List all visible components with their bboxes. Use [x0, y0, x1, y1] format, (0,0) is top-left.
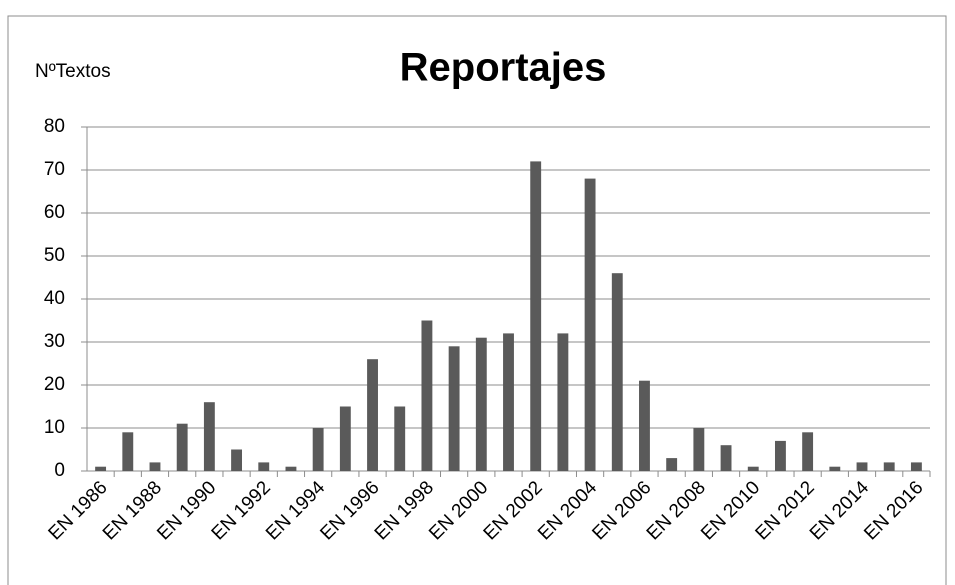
x-tick-label: EN 1986 [45, 477, 112, 544]
bar [122, 432, 134, 471]
y-axis-label: NºTextos [35, 61, 111, 82]
y-tick-label: 60 [44, 202, 65, 223]
y-tick-label: 40 [44, 288, 65, 309]
x-tick-label: EN 2012 [752, 477, 819, 544]
bar [639, 380, 650, 471]
bar [258, 462, 270, 471]
bar [312, 428, 324, 471]
bar [557, 333, 569, 471]
bar [530, 161, 542, 471]
bar [802, 432, 814, 471]
chart-border [7, 15, 947, 585]
bar [611, 273, 623, 471]
x-tick-label: EN 1992 [208, 477, 275, 544]
bar [829, 466, 841, 471]
bar [203, 402, 215, 471]
bar [149, 462, 161, 471]
y-tick-label: 50 [44, 245, 65, 266]
x-tick-label: EN 1996 [316, 477, 383, 544]
bar [910, 462, 922, 471]
bar [421, 320, 433, 471]
bar [693, 428, 705, 471]
bar [666, 458, 678, 471]
x-tick-label: EN 2010 [697, 477, 764, 544]
y-tick-label: 70 [44, 159, 65, 180]
x-tick-label: EN 2016 [860, 477, 927, 544]
y-tick-label: 30 [44, 331, 65, 352]
bar [231, 449, 243, 471]
x-tick-label: EN 1998 [371, 477, 438, 544]
bar [367, 359, 378, 471]
bar [339, 406, 351, 471]
x-tick-label: EN 1988 [99, 477, 166, 544]
x-tick-label: EN 2002 [480, 477, 547, 544]
y-tick-label: 20 [44, 374, 65, 395]
bar [95, 466, 107, 471]
x-tick-label: EN 2004 [534, 477, 601, 544]
bar [774, 440, 786, 471]
bar [285, 466, 297, 471]
x-tick-label: EN 2008 [643, 477, 710, 544]
y-tick-label: 10 [44, 417, 65, 438]
bar [747, 466, 759, 471]
bar [584, 178, 596, 471]
bar [475, 337, 487, 471]
bar [394, 406, 406, 471]
bar [503, 333, 514, 471]
y-tick-label: 0 [54, 460, 65, 481]
y-tick-label: 80 [44, 116, 65, 137]
chart-title: Reportajes [400, 46, 607, 90]
x-tick-label: EN 2000 [425, 477, 492, 544]
x-tick-label: EN 1994 [262, 477, 329, 544]
bar [883, 462, 895, 471]
x-tick-label: EN 2014 [806, 477, 873, 544]
x-tick-label: EN 2006 [588, 477, 655, 544]
bar [176, 423, 188, 471]
x-tick-label: EN 1990 [153, 477, 220, 544]
bar [720, 445, 732, 471]
bar [856, 462, 868, 471]
bar [448, 346, 460, 471]
